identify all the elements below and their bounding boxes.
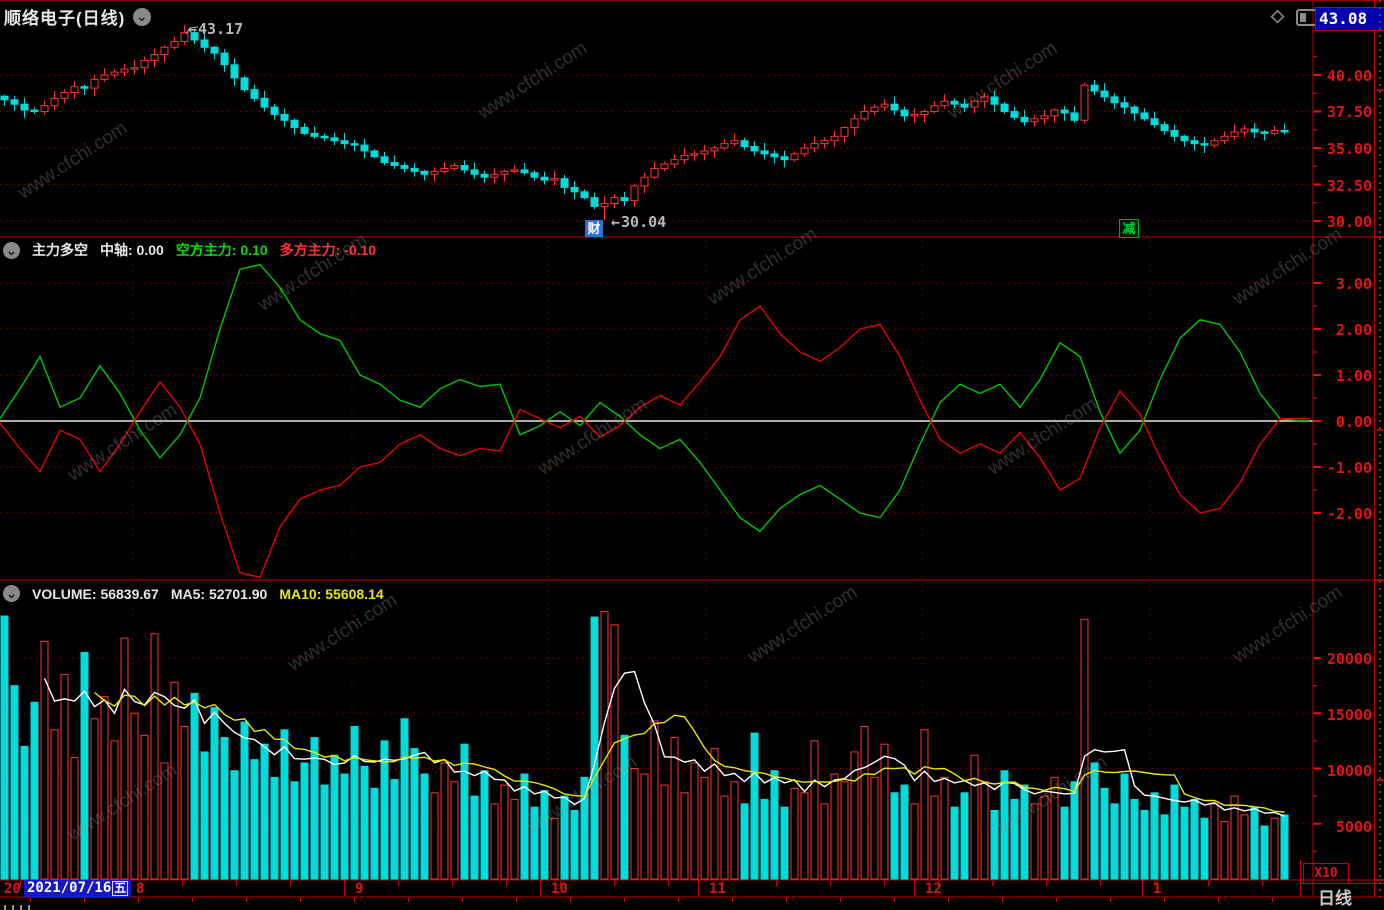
- left-arrow-icon: ←: [188, 20, 198, 38]
- left-arrow-icon: ←: [611, 213, 621, 231]
- weekday-label: 五: [112, 881, 129, 896]
- indicator-long-value: 多方主力: -0.10: [279, 242, 377, 258]
- indicator-tick-0: 0.00: [1335, 413, 1372, 431]
- volume-tick-20000: 20000: [1326, 650, 1372, 668]
- candle-tick-30: 30.00: [1326, 213, 1372, 231]
- month-label-1: 1: [1153, 881, 1162, 897]
- month-label-12: 12: [925, 881, 942, 897]
- volume-ma5-value: MA5: 52701.90: [170, 585, 268, 602]
- indicator-tick-m2: -2.00: [1326, 505, 1372, 523]
- indicator-header: ⌄ 主力多空 中轴: 0.00 空方主力: 0.10 多方主力: -0.10: [3, 240, 376, 260]
- clipped-bottom-text: [4, 900, 36, 910]
- volume-multiplier: X10: [1303, 863, 1349, 884]
- volume-tick-10000: 10000: [1326, 762, 1372, 780]
- finance-event-badge[interactable]: 财: [585, 220, 603, 237]
- month-label-9: 9: [355, 881, 364, 897]
- price-box: 43.08: [1315, 7, 1384, 31]
- indicator-tick-3: 3.00: [1335, 275, 1372, 293]
- date-prefix: 20: [4, 881, 21, 897]
- month-label-10: 10: [551, 881, 568, 897]
- collapse-chevron-icon[interactable]: ⌄: [3, 241, 20, 259]
- candle-tick-35: 35.00: [1326, 140, 1372, 158]
- collapse-chevron-icon[interactable]: ⌄: [133, 7, 152, 26]
- candle-tick-37-5: 37.50: [1326, 103, 1372, 121]
- collapse-chevron-icon[interactable]: ⌄: [3, 585, 20, 602]
- window-icon[interactable]: [1296, 9, 1317, 26]
- stock-title: 顺络电子(日线): [4, 9, 126, 28]
- month-label-8: 8: [136, 881, 145, 897]
- high-annotation: ← 43.17: [188, 20, 244, 38]
- candle-tick-32-5: 32.50: [1326, 177, 1372, 195]
- indicator-short-value: 空方主力: 0.10: [175, 242, 268, 258]
- indicator-mid-value: 中轴: 0.00: [100, 242, 164, 258]
- title-bar: 顺络电子(日线) ⌄: [4, 4, 152, 29]
- volume-header: ⌄ VOLUME: 56839.67 MA5: 52701.90 MA10: 5…: [3, 585, 384, 602]
- indicator-tick-2: 2.00: [1335, 321, 1372, 339]
- volume-value: VOLUME: 56839.67: [32, 585, 159, 602]
- right-edge-strip[interactable]: [1375, 0, 1384, 897]
- indicator-tick-m1: -1.00: [1326, 459, 1372, 477]
- month-label-11: 11: [709, 881, 726, 897]
- volume-ma10-value: MA10: 55608.14: [279, 585, 384, 602]
- reduce-holding-badge[interactable]: 减: [1119, 219, 1139, 238]
- volume-tick-5000: 5000: [1335, 818, 1372, 836]
- low-annotation: ← 30.04: [611, 213, 667, 231]
- indicator-tick-1: 1.00: [1335, 367, 1372, 385]
- indicator-name: 主力多空: [32, 242, 88, 258]
- diamond-icon[interactable]: ◇: [1271, 6, 1285, 25]
- current-date: 2021/07/16: [27, 880, 112, 896]
- volume-tick-15000: 15000: [1326, 706, 1372, 724]
- current-date-box[interactable]: 2021/07/16 五: [24, 880, 132, 897]
- candle-tick-40: 40.00: [1326, 67, 1372, 85]
- period-selector[interactable]: 日线: [1318, 889, 1352, 908]
